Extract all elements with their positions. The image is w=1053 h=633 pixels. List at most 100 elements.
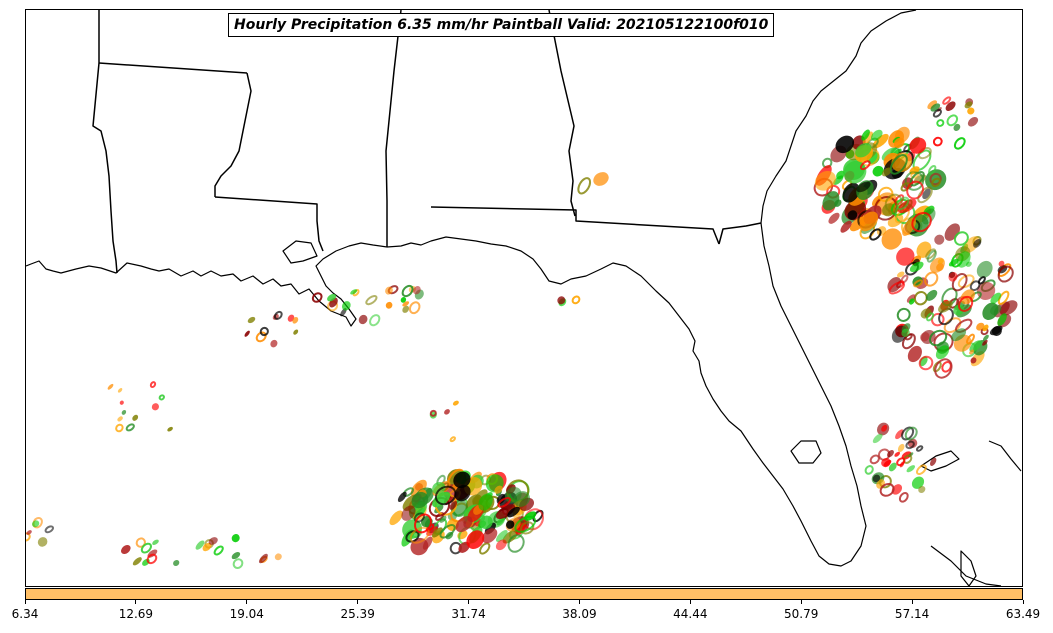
precip-blob	[906, 180, 925, 200]
colorbar-tick-mark	[911, 600, 913, 604]
precip-blob	[969, 349, 975, 355]
precip-blob	[920, 332, 930, 342]
precip-blob	[593, 172, 609, 186]
precip-blob	[989, 325, 1003, 336]
precip-blob	[928, 164, 937, 175]
precip-blob	[274, 553, 282, 561]
precip-blob	[977, 276, 986, 285]
map-canvas	[26, 10, 1022, 586]
precip-blob	[953, 231, 969, 246]
precip-blob	[888, 281, 906, 295]
precip-blob	[31, 520, 40, 528]
precip-blob	[877, 186, 894, 203]
coast-cuba	[930, 545, 1002, 586]
precip-blob	[432, 481, 446, 495]
precip-blob	[258, 553, 268, 564]
precip-blob	[925, 289, 938, 301]
colorbar-tick-label: 50.79	[784, 607, 819, 621]
precip-blob	[930, 457, 937, 466]
precip-blob	[385, 286, 393, 295]
precip-blob	[502, 529, 519, 544]
coast-gulf-panhandle	[386, 222, 867, 567]
colorbar-tick-label: 19.04	[229, 607, 264, 621]
precip-blob	[513, 491, 531, 507]
precip-blob	[911, 476, 925, 489]
precip-blob	[973, 239, 982, 248]
precip-blob	[990, 304, 1002, 316]
precip-blob	[953, 137, 966, 150]
precip-blob	[135, 537, 146, 548]
precip-blob	[881, 458, 891, 468]
precip-blob	[814, 170, 836, 191]
precip-blob	[840, 220, 852, 233]
precip-blob	[232, 558, 244, 569]
precip-blob	[926, 312, 935, 322]
precip-blob	[107, 383, 114, 390]
precip-blob	[401, 505, 416, 521]
precip-blob	[497, 497, 512, 508]
precip-blob	[341, 301, 351, 311]
precip-blob	[895, 429, 904, 440]
precip-blob	[881, 424, 888, 432]
precip-blob	[571, 295, 581, 305]
precip-blob	[982, 324, 989, 332]
map-title: Hourly Precipitation 6.35 mm/hr Paintbal…	[228, 13, 775, 37]
precip-blob	[158, 394, 165, 401]
precip-blob	[402, 301, 410, 307]
precip-blob	[514, 515, 537, 533]
precip-blob	[948, 258, 959, 267]
precip-blob	[953, 123, 961, 131]
precip-blob	[208, 537, 218, 545]
precip-blob	[927, 100, 938, 110]
precip-blob	[855, 143, 872, 158]
precip-blob	[259, 326, 269, 337]
precip-blob	[906, 294, 916, 303]
precip-blob	[466, 530, 485, 549]
precip-blob	[872, 474, 881, 483]
precip-blob	[422, 536, 433, 550]
precip-blob	[842, 182, 860, 203]
precip-blob	[401, 284, 414, 298]
precip-blob	[881, 228, 903, 250]
precip-blob	[967, 117, 979, 127]
precip-blob	[911, 211, 932, 233]
precip-blob	[896, 457, 906, 467]
precip-blob	[293, 329, 299, 335]
colorbar-tick-mark	[1022, 600, 1024, 604]
coast-bahamas-2	[960, 550, 977, 586]
precip-blob	[966, 333, 975, 345]
precip-blob	[244, 330, 250, 337]
precip-blob	[327, 293, 337, 302]
precip-blob	[909, 170, 925, 187]
precip-blob	[454, 484, 471, 502]
coast-bahamas-1	[920, 450, 960, 472]
precip-blob	[859, 211, 879, 232]
precip-blob	[557, 296, 566, 305]
precip-blob	[946, 114, 959, 127]
precip-blob	[273, 310, 283, 320]
precip-blob	[935, 345, 950, 360]
precip-blob	[970, 357, 977, 364]
precip-blob	[998, 260, 1005, 267]
precip-blob	[439, 515, 447, 523]
precip-blob	[859, 160, 871, 171]
precip-blob	[898, 491, 909, 503]
precip-blob	[434, 504, 444, 514]
precip-blob	[901, 328, 910, 337]
precip-blob	[125, 423, 135, 432]
precip-blob	[862, 131, 874, 145]
colorbar-tick-mark	[468, 600, 470, 604]
precip-blob	[967, 107, 975, 115]
precip-blob	[969, 340, 982, 352]
precip-blob	[524, 511, 537, 521]
precip-blob	[834, 199, 842, 207]
colorbar-tick-mark	[135, 600, 137, 604]
coast-atlantic	[760, 10, 917, 224]
colorbar-tick-label: 57.14	[894, 607, 930, 621]
precip-blob	[869, 454, 880, 465]
precip-blob	[444, 409, 450, 415]
precip-blob	[358, 314, 368, 325]
border-al-ga	[548, 10, 576, 217]
precip-blob	[897, 443, 905, 452]
precip-blob	[577, 177, 592, 195]
